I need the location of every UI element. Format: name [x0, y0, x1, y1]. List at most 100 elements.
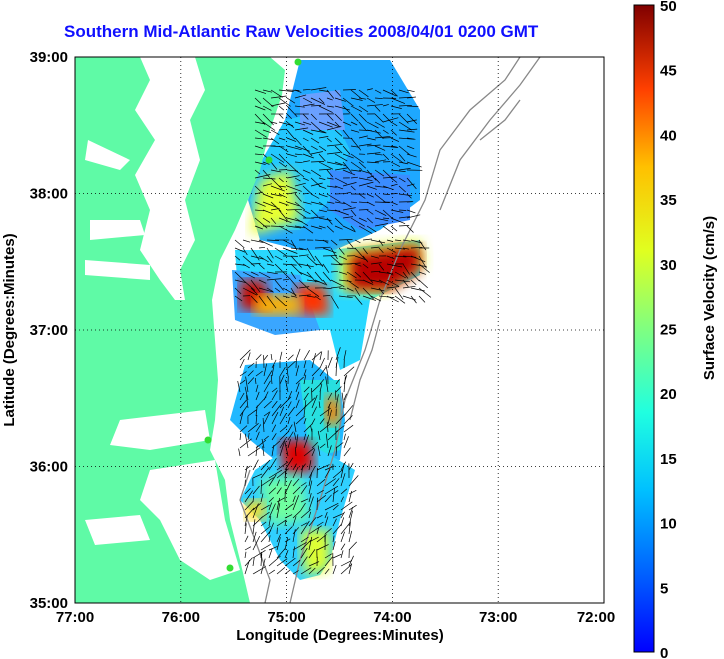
velocity-arrow: [406, 153, 417, 158]
velocity-arrow: [254, 105, 266, 111]
velocity-arrow: [310, 97, 326, 105]
velocity-arrow: [254, 209, 264, 212]
velocity-arrow: [326, 201, 335, 204]
velocity-arrow: [300, 485, 308, 495]
velocity-arrow: [418, 287, 432, 298]
velocity-arrow: [326, 225, 335, 233]
velocity-arrow: [366, 217, 374, 224]
velocity-arrow: [362, 279, 374, 285]
velocity-arrow: [342, 129, 350, 139]
velocity-arrow: [348, 521, 351, 535]
velocity-arrow: [340, 496, 344, 503]
velocity-arrow: [366, 225, 377, 233]
velocity-arrow: [310, 129, 327, 134]
velocity-arrow: [306, 287, 320, 297]
velocity-arrow: [262, 446, 265, 457]
velocity-arrow: [348, 510, 353, 527]
velocity-arrow: [314, 295, 321, 301]
velocity-arrow: [286, 97, 296, 104]
velocity-arrow: [303, 400, 307, 417]
velocity-arrow: [270, 153, 285, 163]
velocity-arrow: [398, 225, 410, 227]
velocity-arrow: [374, 169, 385, 177]
velocity-arrow: [308, 567, 316, 575]
velocity-arrow: [279, 430, 290, 441]
velocity-arrow: [330, 239, 338, 246]
velocity-arrow: [286, 175, 300, 179]
velocity-arrow: [358, 105, 369, 113]
velocity-arrow: [284, 538, 291, 543]
velocity-arrow: [300, 520, 310, 535]
velocity-arrow: [338, 287, 347, 290]
velocity-arrow: [319, 357, 325, 369]
velocity-arrow: [302, 113, 309, 120]
velocity-arrow: [262, 129, 272, 134]
velocity-arrow: [332, 504, 339, 511]
velocity-arrow: [334, 167, 348, 171]
velocity-arrow: [286, 153, 297, 158]
velocity-arrow: [300, 522, 308, 527]
velocity-arrow: [342, 225, 356, 233]
velocity-arrow: [311, 351, 322, 361]
velocity-arrow: [394, 247, 406, 250]
velocity-arrow: [263, 370, 273, 385]
velocity-arrow: [326, 217, 333, 225]
velocity-arrow: [398, 177, 406, 183]
velocity-arrow: [271, 433, 277, 441]
velocity-arrow: [390, 169, 406, 172]
velocity-arrow: [250, 295, 258, 304]
velocity-arrow: [398, 113, 409, 124]
velocity-arrow: [319, 351, 323, 361]
velocity-arrow: [286, 225, 302, 229]
velocity-arrow: [366, 201, 375, 207]
velocity-arrow: [358, 89, 369, 98]
velocity-arrow: [418, 279, 428, 289]
velocity-arrow: [284, 514, 293, 519]
velocity-arrow: [286, 105, 298, 117]
velocity-arrow: [390, 89, 398, 97]
velocity-arrow: [294, 94, 307, 99]
velocity-arrow: [327, 445, 332, 457]
velocity-arrow: [282, 287, 297, 296]
velocity-arrow: [350, 225, 356, 232]
velocity-arrow: [335, 425, 345, 433]
velocity-arrow: [278, 105, 285, 111]
velocity-arrow: [342, 89, 356, 91]
velocity-arrow: [332, 541, 336, 551]
station-marker: [265, 156, 273, 164]
velocity-arrow: [308, 460, 312, 471]
velocity-arrow: [326, 137, 332, 143]
velocity-arrow: [366, 152, 381, 155]
velocity-arrow: [276, 533, 282, 543]
velocity-arrow: [266, 278, 282, 281]
velocity-arrow: [316, 526, 320, 535]
velocity-arrow: [268, 497, 274, 503]
velocity-arrow: [303, 392, 309, 401]
velocity-arrow: [366, 169, 377, 181]
velocity-arrow: [255, 405, 258, 417]
radar-stations: [204, 58, 302, 572]
velocity-arrow: [262, 113, 274, 126]
velocity-arrow: [295, 348, 301, 361]
colorbar: 50 45 40 35 30 25 20 15 10 5 0 Surface V…: [633, 0, 718, 659]
velocity-arrow: [244, 487, 251, 495]
velocity-arrow: [255, 391, 260, 401]
velocity-arrow: [292, 541, 307, 551]
velocity-arrow: [242, 287, 258, 296]
velocity-arrow: [239, 438, 252, 449]
y-axis: 39:00 38:00 37:00 36:00 35:00 Latitude (…: [1, 49, 68, 612]
colorbar-tick: 50: [660, 0, 677, 15]
velocity-arrow: [346, 271, 357, 279]
velocity-arrow: [252, 495, 255, 503]
velocity-arrow: [310, 193, 320, 199]
velocity-arrow: [402, 285, 416, 289]
velocity-arrow: [332, 524, 342, 535]
velocity-arrow: [398, 104, 412, 107]
velocity-arrow: [334, 225, 343, 230]
velocity-arrow: [362, 271, 374, 283]
velocity-arrow: [314, 271, 323, 282]
velocity-arrow: [252, 503, 259, 519]
velocity-arrow: [350, 113, 359, 122]
velocity-arrow: [295, 415, 305, 425]
velocity-arrow: [260, 459, 271, 471]
